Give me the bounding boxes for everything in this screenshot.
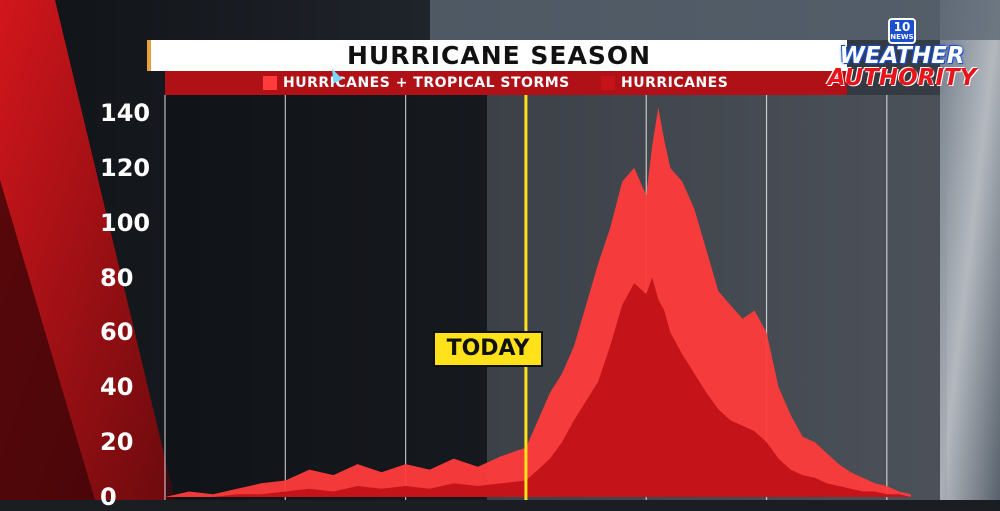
y-tick-label: 20 (100, 428, 134, 457)
y-tick-label: 40 (100, 373, 134, 402)
legend-label-hurricanes: HURRICANES (621, 75, 729, 91)
data-areas (165, 107, 911, 497)
legend-item-hurricanes: HURRICANES (601, 71, 728, 95)
y-tick-label: 100 (100, 208, 151, 237)
y-tick-label: 60 (100, 318, 134, 347)
legend: HURRICANES + TROPICAL STORMS HURRICANES (165, 71, 847, 95)
legend-item-storms: HURRICANES + TROPICAL STORMS (263, 71, 570, 95)
cloud-band (940, 0, 1000, 500)
y-tick-label: 140 (100, 99, 151, 127)
left-dark-stripe (0, 180, 95, 500)
y-tick-label: 80 (100, 263, 134, 292)
legend-label-storms: HURRICANES + TROPICAL STORMS (283, 75, 570, 91)
badge-number: 10 (893, 20, 911, 34)
news-badge: 10 NEWS (888, 18, 916, 44)
area-hurricanes (165, 277, 911, 497)
legend-swatch-storms (263, 76, 277, 90)
today-label-text: TODAY (446, 336, 530, 361)
y-tick-label: 120 (100, 153, 151, 182)
cloud-top (430, 0, 1000, 40)
chart-title: HURRICANE SEASON (346, 41, 652, 70)
logo-weather-text: WEATHER (839, 43, 965, 69)
weather-authority-logo: 10 NEWS WEATHER AUTHORITY (812, 18, 992, 90)
plot-panel-past (165, 95, 487, 500)
y-tick-label: 0 (100, 483, 117, 511)
today-label: TODAY (433, 331, 543, 367)
area-hurricanes-tropical-storms (165, 107, 911, 497)
legend-swatch-hurricanes (601, 76, 615, 90)
logo-authority-text: AUTHORITY (827, 65, 977, 91)
title-bar: HURRICANE SEASON (147, 40, 847, 71)
badge-text: NEWS (890, 33, 914, 41)
